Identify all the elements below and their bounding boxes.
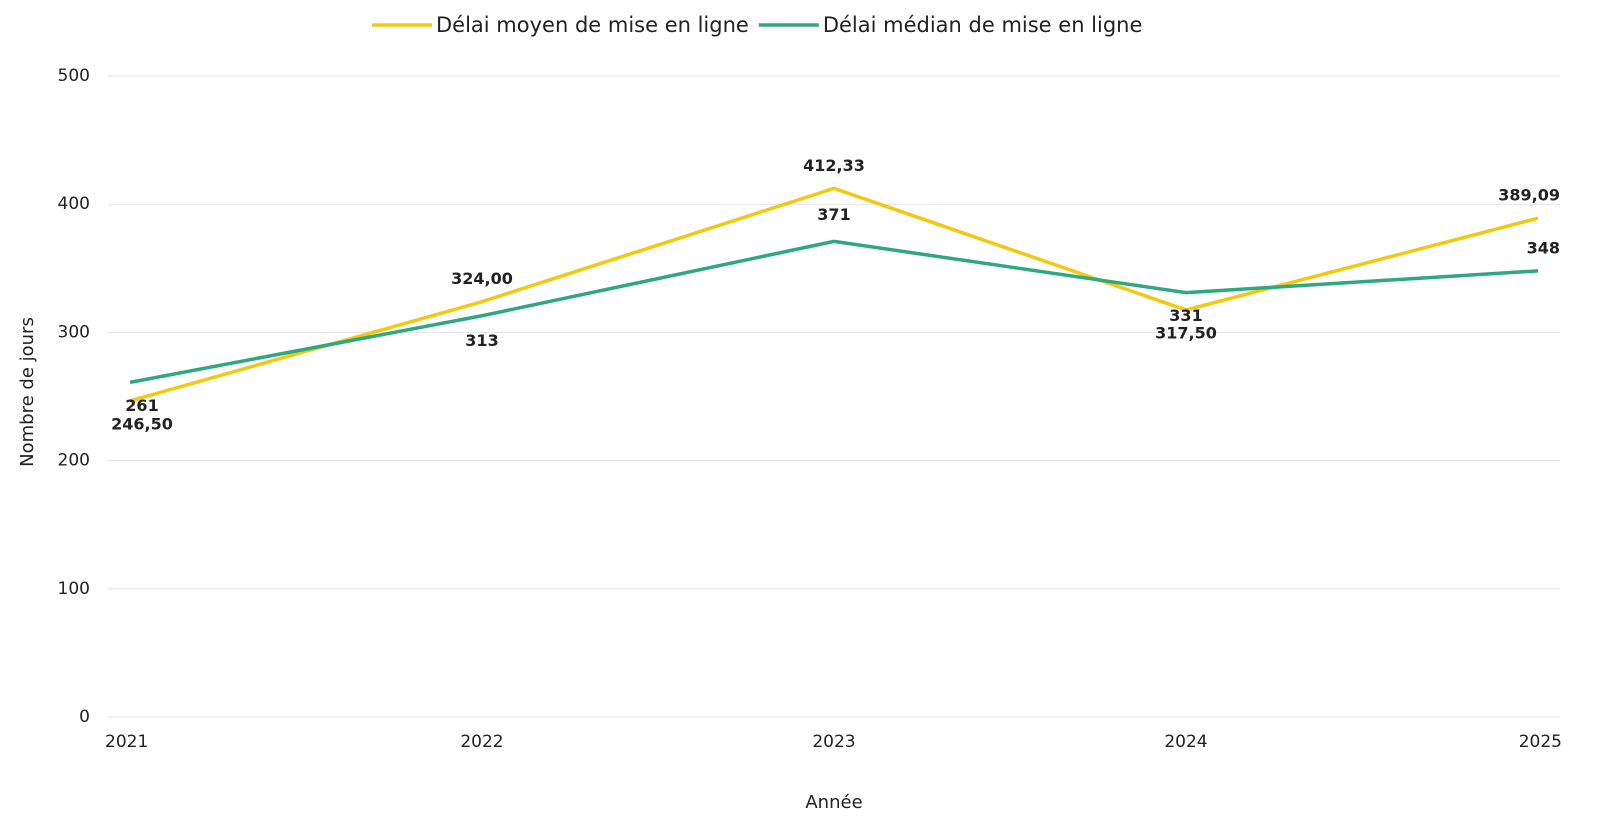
y-tick-label: 400	[58, 194, 90, 214]
data-label: 317,50	[1155, 323, 1217, 342]
series-line	[129, 239, 1539, 385]
legend-label: Délai médian de mise en ligne	[823, 13, 1143, 37]
y-axis-label: Nombre de jours	[17, 317, 38, 467]
data-label: 412,33	[803, 156, 865, 175]
data-label: 348	[1527, 238, 1560, 257]
x-tick-label: 2023	[812, 732, 855, 752]
data-label: 313	[465, 331, 498, 350]
series-line	[129, 186, 1539, 403]
x-axis-label: Année	[805, 792, 862, 813]
y-tick-label: 300	[58, 322, 90, 342]
x-tick-label: 2025	[1519, 732, 1562, 752]
data-label: 261	[125, 396, 158, 415]
legend-label: Délai moyen de mise en ligne	[436, 13, 749, 37]
y-tick-label: 200	[58, 451, 90, 471]
data-label: 246,50	[111, 414, 173, 433]
data-label: 389,09	[1498, 186, 1560, 205]
x-tick-label: 2021	[105, 732, 148, 752]
x-tick-label: 2022	[460, 732, 503, 752]
data-label: 324,00	[451, 269, 513, 288]
y-tick-label: 500	[58, 66, 90, 86]
y-tick-label: 0	[79, 707, 90, 727]
data-label: 331	[1169, 306, 1202, 325]
x-tick-label: 2024	[1164, 732, 1207, 752]
data-label: 371	[817, 205, 850, 224]
y-tick-label: 100	[58, 579, 90, 599]
